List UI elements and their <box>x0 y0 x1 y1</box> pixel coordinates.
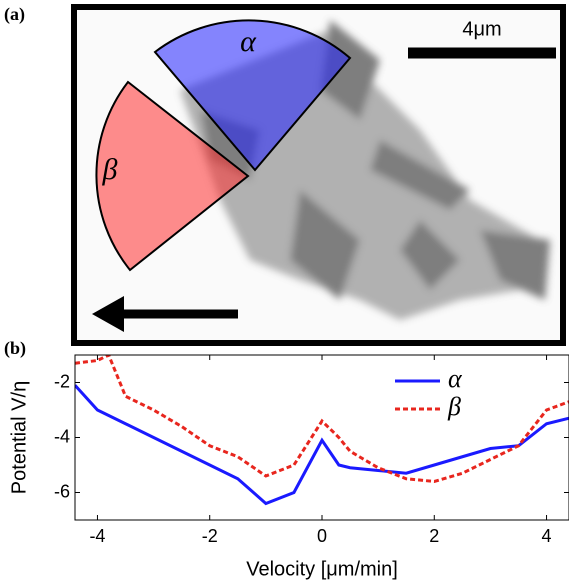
x-axis-label: Velocity [μm/min] <box>246 558 398 580</box>
y-axis-label: Potential V/η <box>8 381 30 494</box>
x-tick-label: 2 <box>429 526 439 546</box>
line <box>75 355 569 484</box>
sector-alpha <box>153 19 352 172</box>
plot-frame <box>74 354 569 521</box>
line <box>75 384 569 506</box>
scale-bar-label: 4μm <box>462 18 501 40</box>
chart: -4 -2 0 2 4 -6 -4 -2 Velocity [μm/min] Potential … <box>8 354 569 580</box>
image-frame <box>71 4 566 346</box>
x-tick-label: -2 <box>202 526 218 546</box>
sector-label: β <box>102 153 118 186</box>
sector-label: α <box>240 25 257 58</box>
arrow-head <box>92 296 124 332</box>
panel-label: (b) <box>4 338 26 359</box>
legend-label: β <box>447 392 461 421</box>
sector-beta <box>95 80 250 272</box>
x-tick-label: -4 <box>89 526 105 546</box>
x-tick-label: 0 <box>317 526 327 546</box>
y-tick-label: -2 <box>54 371 70 391</box>
micrograph: α β 4μm <box>71 4 566 346</box>
x-tick-label: 4 <box>542 526 552 546</box>
legend-label: α <box>448 364 463 393</box>
panel-label: (a) <box>4 4 25 25</box>
y-tick-label: -4 <box>54 426 70 446</box>
y-tick-label: -6 <box>54 481 70 501</box>
